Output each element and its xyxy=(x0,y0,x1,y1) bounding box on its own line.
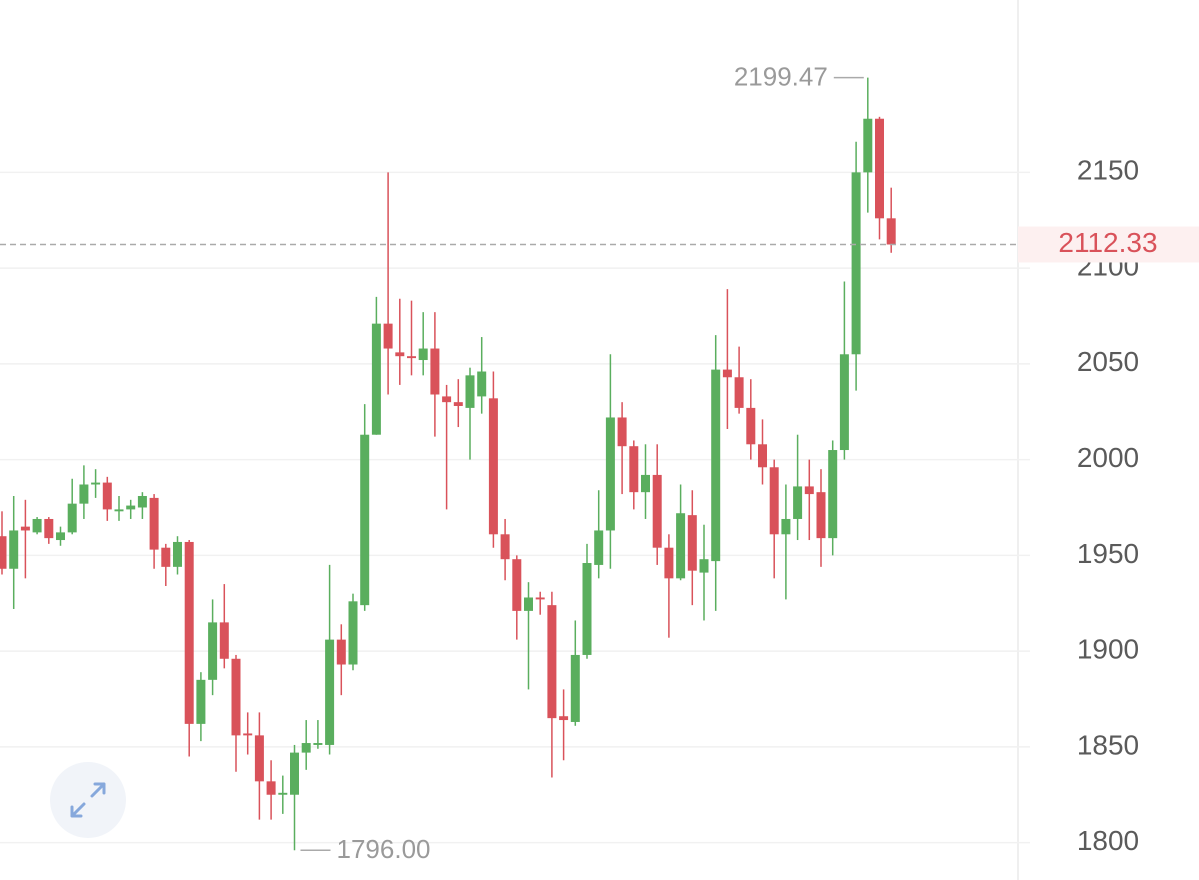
max-label: 2199.47 xyxy=(734,61,828,91)
candle-body xyxy=(348,601,358,665)
candle-body xyxy=(301,743,311,753)
candle-body xyxy=(184,541,194,724)
candle-body xyxy=(699,559,709,573)
candle-body xyxy=(32,518,42,533)
candle-body xyxy=(243,733,253,736)
candle-body xyxy=(594,530,604,565)
candle-body xyxy=(839,354,849,451)
candle-body xyxy=(781,518,791,535)
min-label: 1796.00 xyxy=(337,834,431,864)
candle-body xyxy=(664,547,674,579)
candle-body xyxy=(676,513,686,579)
candle-body xyxy=(395,352,405,357)
y-tick-label: 1850 xyxy=(1077,729,1139,760)
candle-body xyxy=(325,639,335,745)
candle-body xyxy=(617,417,627,447)
expand-icon[interactable] xyxy=(70,782,106,818)
y-tick-label: 1900 xyxy=(1077,634,1139,665)
candle-body xyxy=(161,547,171,567)
candle-body xyxy=(0,536,7,569)
y-tick-label: 1950 xyxy=(1077,538,1139,569)
candle-body xyxy=(816,492,826,539)
candle-body xyxy=(535,597,545,600)
candle-body xyxy=(91,482,101,485)
candle-body xyxy=(746,407,756,445)
candle-body xyxy=(582,563,592,655)
candle-body xyxy=(9,530,19,569)
candle-body xyxy=(453,402,463,406)
candle-body xyxy=(687,515,697,571)
candle-body xyxy=(290,752,299,795)
candle-body xyxy=(430,348,440,395)
candle-body xyxy=(418,348,428,361)
candle-body xyxy=(407,356,416,359)
candle-body xyxy=(875,118,884,219)
candle-body xyxy=(711,369,721,562)
candle-body xyxy=(219,622,229,659)
candle-body xyxy=(477,371,487,397)
candle-body xyxy=(512,559,522,611)
candle-body xyxy=(722,369,732,378)
candle-body xyxy=(804,486,814,495)
candle-body xyxy=(524,597,533,611)
candle-body xyxy=(793,486,803,519)
candle-body xyxy=(371,323,381,435)
candle-body xyxy=(559,716,569,721)
candle-body xyxy=(44,518,54,539)
y-tick-label: 2150 xyxy=(1077,155,1139,186)
y-tick-label: 2050 xyxy=(1077,346,1139,377)
candle-body xyxy=(114,509,124,512)
candle-body xyxy=(851,172,861,355)
candle-body xyxy=(196,679,206,724)
candle-body xyxy=(570,654,580,722)
candle-body xyxy=(886,218,896,245)
candle-body xyxy=(79,484,89,504)
candle-body xyxy=(20,526,30,531)
candle-body xyxy=(547,605,557,719)
y-tick-label: 2000 xyxy=(1077,442,1139,473)
candle-body xyxy=(313,743,323,745)
candle-body xyxy=(56,532,65,541)
expand-button[interactable] xyxy=(50,762,126,838)
candle-body xyxy=(863,118,873,173)
candle-body xyxy=(465,375,475,408)
candle-body xyxy=(266,781,276,795)
candle-body xyxy=(360,434,370,606)
candle-body xyxy=(137,495,147,508)
candle-body xyxy=(126,505,136,510)
candle-body xyxy=(734,377,744,408)
candle-body xyxy=(231,658,241,736)
candle-body xyxy=(67,503,77,533)
candle-body xyxy=(488,398,498,535)
y-tick-label: 1800 xyxy=(1077,825,1139,856)
candle-body xyxy=(336,639,346,665)
candle-body xyxy=(208,622,218,680)
candle-body xyxy=(442,396,452,403)
candle-body xyxy=(769,467,779,535)
candle-body xyxy=(500,534,510,560)
candle-body xyxy=(383,323,393,349)
candle-body xyxy=(652,474,662,548)
candle-body xyxy=(629,446,639,493)
candle-body xyxy=(254,735,264,782)
candle-body xyxy=(758,444,767,468)
candle-body xyxy=(828,450,838,539)
last-price-tag xyxy=(1018,226,1199,263)
expand-button-bg[interactable] xyxy=(50,762,126,838)
last-price-label: 2112.33 xyxy=(1058,227,1157,258)
candle-body xyxy=(278,792,288,795)
candle-body xyxy=(102,482,112,510)
candle-body xyxy=(641,474,650,493)
candle-body xyxy=(149,497,159,550)
candle-body xyxy=(605,417,615,531)
candle-body xyxy=(173,541,182,567)
